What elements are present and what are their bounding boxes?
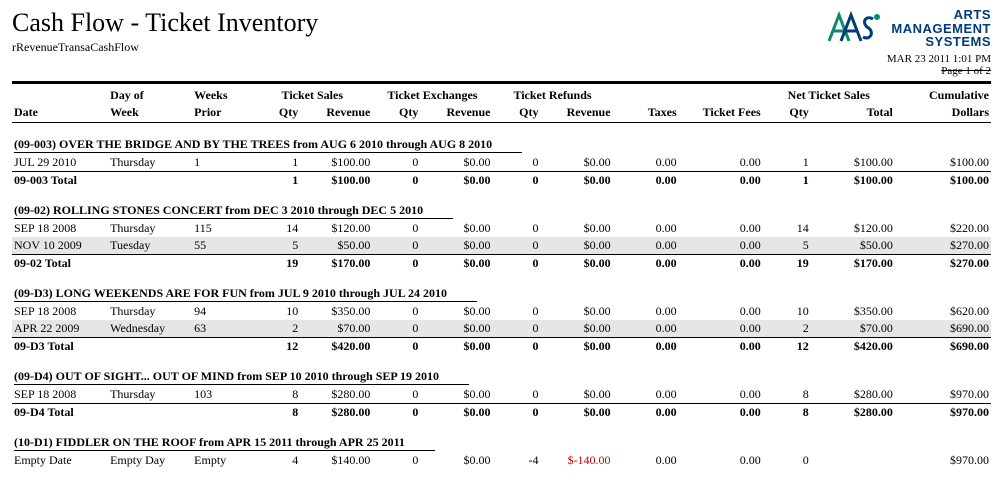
table-row: NOV 10 2009Tuesday555$50.000$0.000$0.000… bbox=[12, 237, 991, 255]
col-sales: Ticket Sales bbox=[252, 86, 372, 104]
group-header-text: (09-02) ROLLING STONES CONCERT from DEC … bbox=[14, 203, 453, 219]
col-sr: Revenue bbox=[300, 104, 372, 123]
table-row: APR 22 2009Wednesday632$70.000$0.000$0.0… bbox=[12, 320, 991, 338]
table-body: (09-003) OVER THE BRIDGE AND BY THE TREE… bbox=[12, 122, 991, 469]
group-total: 09-003 Total1$100.000$0.000$0.000.000.00… bbox=[12, 171, 991, 189]
col-wp-l2: Prior bbox=[192, 104, 252, 123]
table-row: SEP 18 2008Thursday1038$280.000$0.000$0.… bbox=[12, 386, 991, 404]
table-row: SEP 18 2008Thursday9410$350.000$0.000$0.… bbox=[12, 303, 991, 320]
col-nt: Total bbox=[811, 104, 895, 123]
group-header: (09-02) ROLLING STONES CONCERT from DEC … bbox=[12, 189, 991, 220]
report-subtitle: rRevenueTransaCashFlow bbox=[12, 40, 318, 55]
col-dow-l2: Week bbox=[108, 104, 192, 123]
group-header: (09-003) OVER THE BRIDGE AND BY THE TREE… bbox=[12, 122, 991, 154]
col-eq: Qty bbox=[372, 104, 420, 123]
report-table: Day of Weeks Ticket Sales Ticket Exchang… bbox=[12, 86, 991, 469]
report-meta: MAR 23 2011 1:01 PM Page 1 of 2 bbox=[827, 53, 991, 77]
group-header: (09-D3) LONG WEEKENDS ARE FOR FUN from J… bbox=[12, 272, 991, 303]
table-row: Empty DateEmpty DayEmpty4$140.000$0.00-4… bbox=[12, 452, 991, 469]
table-row: JUL 29 2010Thursday11$100.000$0.000$0.00… bbox=[12, 154, 991, 172]
report-title: Cash Flow - Ticket Inventory bbox=[12, 8, 318, 38]
logo-meta-block: ARTS MANAGEMENT SYSTEMS MAR 23 2011 1:01… bbox=[827, 8, 991, 77]
group-header-text: (10-D1) FIDDLER ON THE ROOF from APR 15 … bbox=[14, 435, 435, 451]
col-date: Date bbox=[12, 104, 108, 123]
group-total: 09-D3 Total12$420.000$0.000$0.000.000.00… bbox=[12, 337, 991, 355]
table-row: SEP 18 2008Thursday11514$120.000$0.000$0… bbox=[12, 220, 991, 237]
col-tax: Taxes bbox=[613, 104, 679, 123]
group-header-text: (09-003) OVER THE BRIDGE AND BY THE TREE… bbox=[14, 137, 522, 153]
col-wp-l1: Weeks bbox=[192, 86, 252, 104]
col-net: Net Ticket Sales bbox=[763, 86, 895, 104]
col-dow-l1: Day of bbox=[108, 86, 192, 104]
col-sq: Qty bbox=[252, 104, 300, 123]
page-number: Page 1 of 2 bbox=[827, 65, 991, 77]
col-er: Revenue bbox=[420, 104, 492, 123]
header-rule bbox=[12, 81, 991, 84]
col-cum-l1: Cumulative bbox=[895, 86, 991, 104]
report-header: Cash Flow - Ticket Inventory rRevenueTra… bbox=[12, 8, 991, 77]
group-total: 09-02 Total19$170.000$0.000$0.000.000.00… bbox=[12, 254, 991, 272]
group-header-text: (09-D4) OUT OF SIGHT... OUT OF MIND from… bbox=[14, 369, 469, 385]
group-header-text: (09-D3) LONG WEEKENDS ARE FOR FUN from J… bbox=[14, 286, 477, 302]
title-block: Cash Flow - Ticket Inventory rRevenueTra… bbox=[12, 8, 318, 55]
group-header: (09-D4) OUT OF SIGHT... OUT OF MIND from… bbox=[12, 355, 991, 386]
table-head: Day of Weeks Ticket Sales Ticket Exchang… bbox=[12, 86, 991, 123]
group-header: (10-D1) FIDDLER ON THE ROOF from APR 15 … bbox=[12, 421, 991, 452]
col-exch: Ticket Exchanges bbox=[372, 86, 492, 104]
col-cum-l2: Dollars bbox=[895, 104, 991, 123]
timestamp: MAR 23 2011 1:01 PM bbox=[827, 53, 991, 65]
col-fees: Ticket Fees bbox=[679, 104, 763, 123]
logo-icon bbox=[827, 11, 885, 45]
col-ref: Ticket Refunds bbox=[492, 86, 612, 104]
group-total: 09-D4 Total8$280.000$0.000$0.000.000.008… bbox=[12, 403, 991, 421]
col-rq: Qty bbox=[492, 104, 540, 123]
col-rr: Revenue bbox=[541, 104, 613, 123]
col-nq: Qty bbox=[763, 104, 811, 123]
logo-text: ARTS MANAGEMENT SYSTEMS bbox=[891, 8, 991, 49]
logo: ARTS MANAGEMENT SYSTEMS bbox=[827, 8, 991, 49]
